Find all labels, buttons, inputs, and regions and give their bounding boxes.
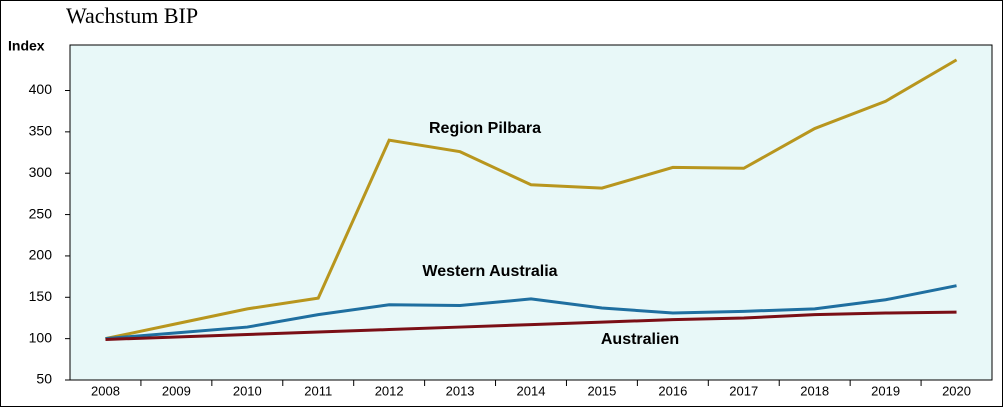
x-tick-label: 2009	[162, 383, 191, 398]
series-label: Western Australia	[422, 263, 557, 280]
y-axis-label: Index	[8, 38, 45, 54]
x-tick-label: 2013	[446, 383, 475, 398]
series-label: Region Pilbara	[429, 120, 541, 137]
y-tick-label: 350	[29, 123, 53, 139]
series-line	[105, 310, 957, 341]
x-tick-label: 2014	[517, 383, 546, 398]
y-tick-label: 100	[29, 329, 53, 345]
x-tick-label: 2015	[587, 383, 616, 398]
x-tick-label: 2011	[304, 383, 332, 398]
x-tick-label: 2016	[658, 383, 687, 398]
series-line	[105, 284, 957, 341]
x-tick-label: 2020	[942, 383, 971, 398]
x-tick-label: 2008	[91, 383, 120, 398]
y-tick-label: 50	[36, 371, 52, 387]
series-label: Australien	[601, 331, 679, 348]
y-tick-label: 400	[29, 81, 53, 97]
y-tick-label: 300	[29, 164, 53, 180]
x-tick-label: 2019	[871, 383, 900, 398]
y-tick-label: 150	[29, 288, 53, 304]
y-tick-label: 200	[29, 247, 53, 263]
x-tick-label: 2018	[800, 383, 829, 398]
y-tick-label: 250	[29, 205, 53, 221]
x-tick-label: 2012	[375, 383, 404, 398]
x-tick-label: 2017	[729, 383, 758, 398]
series-line	[105, 58, 958, 341]
x-tick-label: 2010	[233, 383, 262, 398]
chart-title: Wachstum BIP	[66, 3, 198, 28]
